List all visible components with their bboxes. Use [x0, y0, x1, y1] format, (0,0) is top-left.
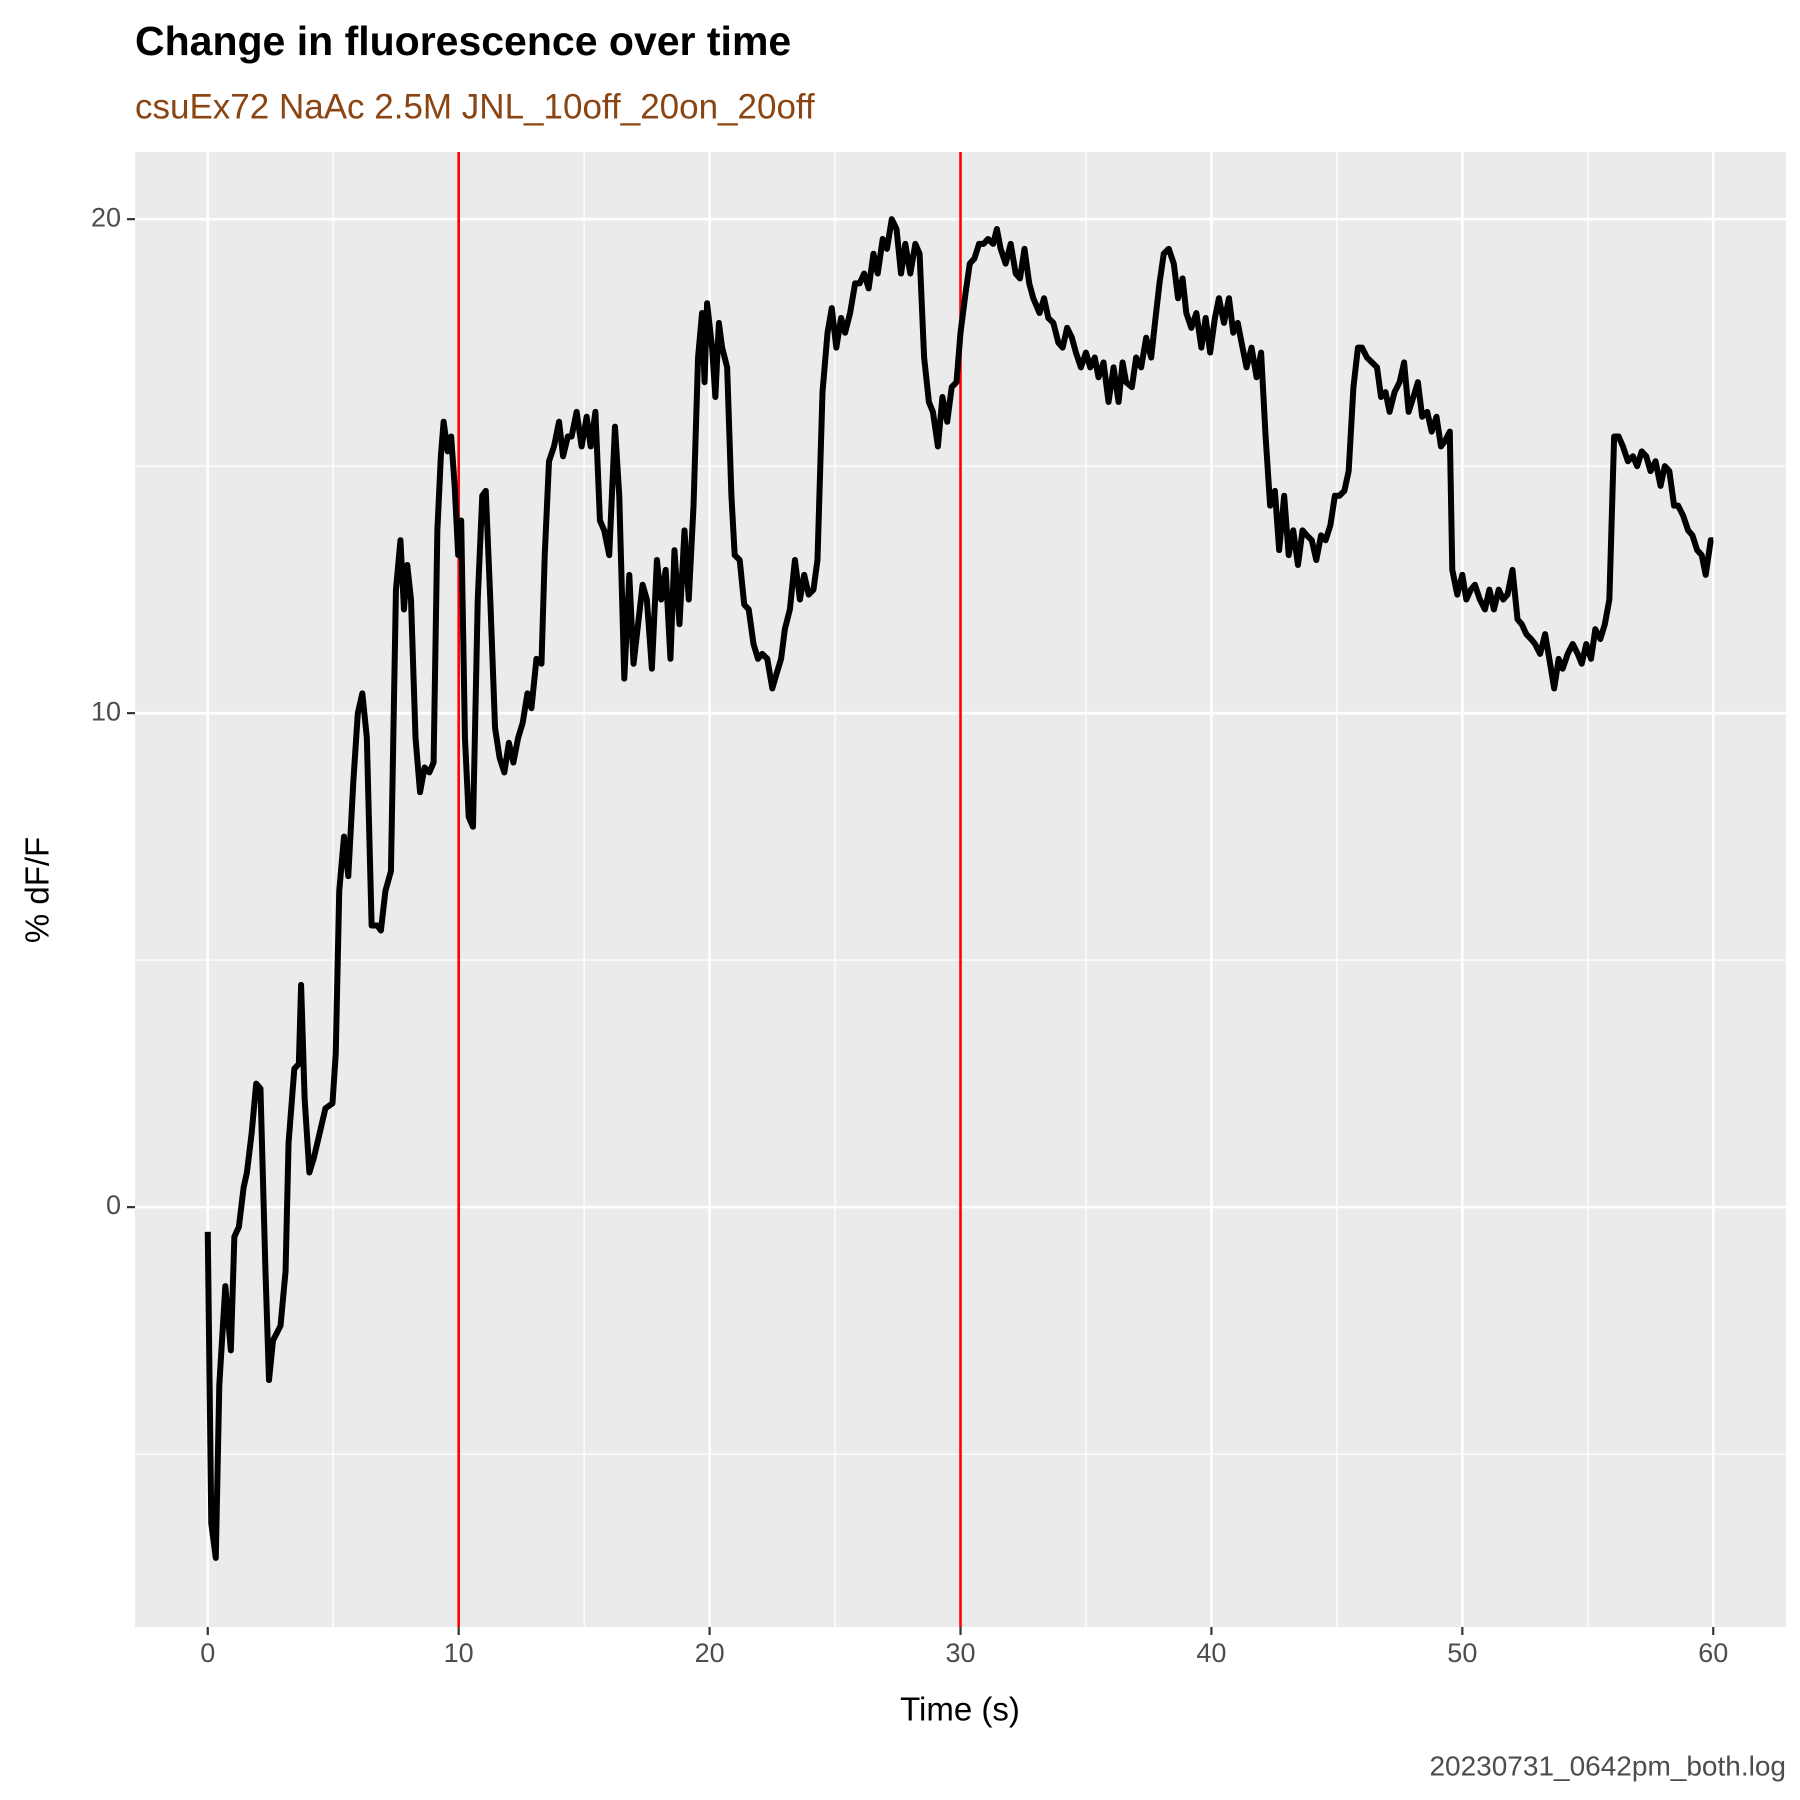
chart-subtitle: csuEx72 NaAc 2.5M JNL_10off_20on_20off: [135, 87, 815, 126]
y-tick-label: 0: [106, 1190, 121, 1220]
x-tick-label: 20: [695, 1638, 725, 1668]
chart-title: Change in fluorescence over time: [135, 18, 791, 64]
x-tick-label: 0: [200, 1638, 215, 1668]
x-tick-label: 30: [945, 1638, 975, 1668]
x-tick-label: 50: [1447, 1638, 1477, 1668]
data-line: [204, 216, 1714, 1561]
x-tick-label: 10: [444, 1638, 474, 1668]
y-tick-label: 10: [91, 696, 121, 726]
x-tick-label: 60: [1698, 1638, 1728, 1668]
y-tick-label: 20: [91, 202, 121, 232]
caption: 20230731_0642pm_both.log: [1429, 1750, 1786, 1781]
x-tick-label: 40: [1196, 1638, 1226, 1668]
x-axis-title: Time (s): [900, 1691, 1020, 1728]
y-axis-title: % dF/F: [19, 837, 56, 943]
